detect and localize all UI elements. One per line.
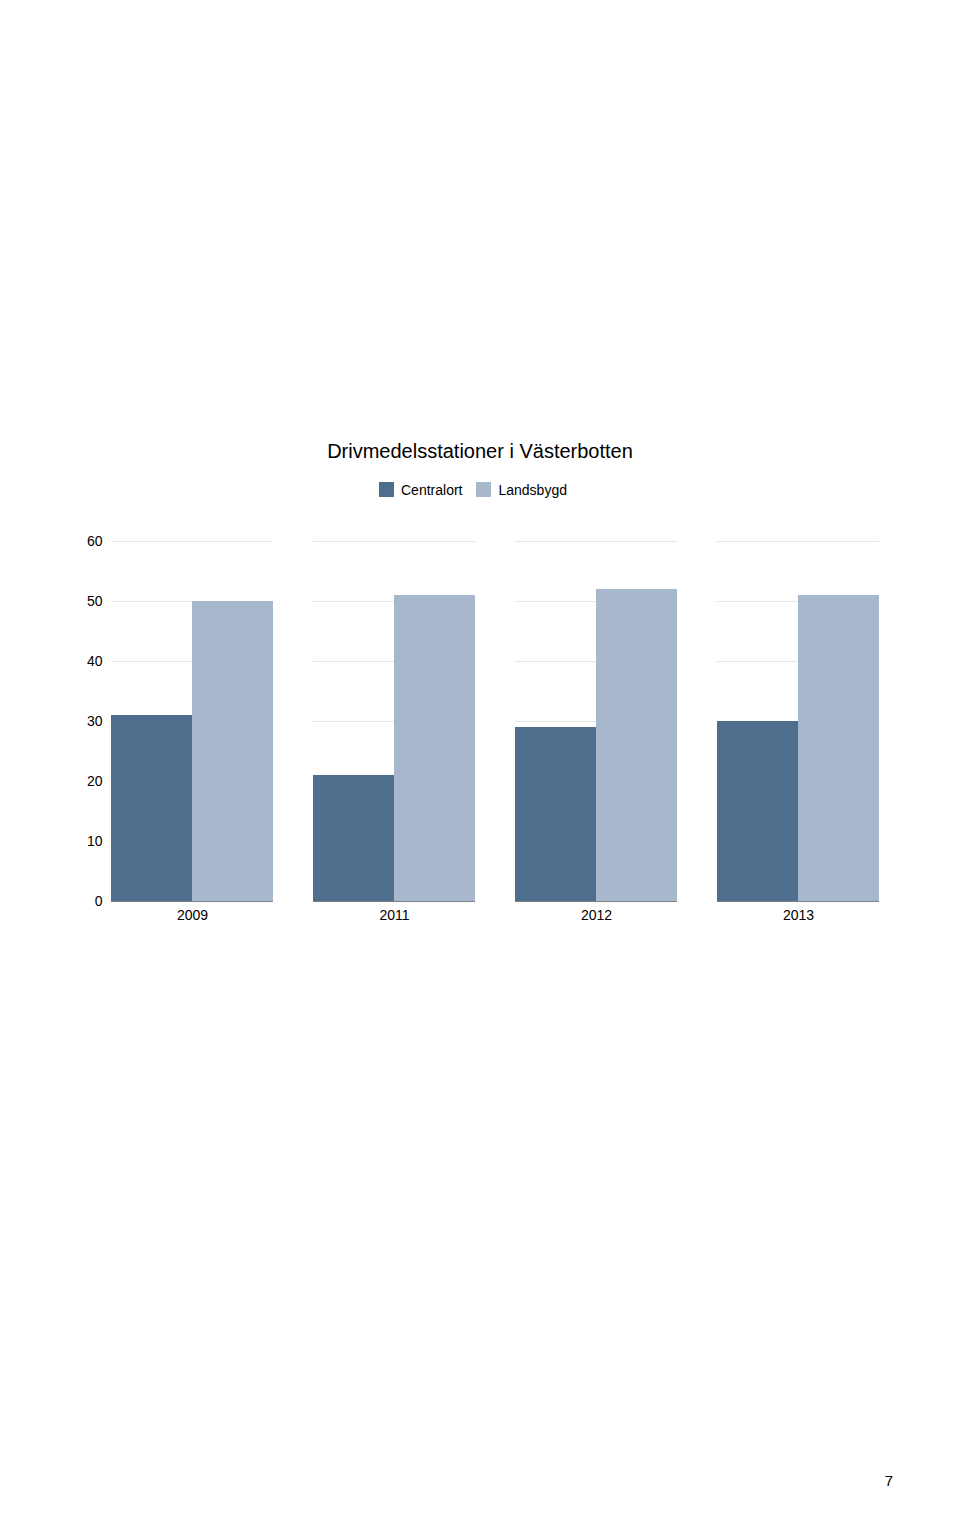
svg-text:2009: 2009 xyxy=(177,907,208,923)
html-text:Drivmedelsstationer i Västerbo: Drivmedelsstationer i Västerbotten xyxy=(327,440,633,462)
html-text:Centralort: Centralort xyxy=(401,481,463,498)
html-text:Landsbygd: Landsbygd xyxy=(498,481,567,498)
svg-text:2011: 2011 xyxy=(379,907,409,923)
svg-text:60: 60 xyxy=(87,533,103,549)
svg-text:10: 10 xyxy=(87,833,103,849)
html-text:7: 7 xyxy=(884,1472,893,1489)
svg-text:20: 20 xyxy=(87,773,103,789)
svg-text:40: 40 xyxy=(87,653,103,669)
svg-text:2012: 2012 xyxy=(581,907,612,923)
svg-text:0: 0 xyxy=(95,893,103,909)
svg-text:2013: 2013 xyxy=(783,907,814,923)
svg-text:50: 50 xyxy=(87,593,103,609)
svg-text:30: 30 xyxy=(87,713,103,729)
